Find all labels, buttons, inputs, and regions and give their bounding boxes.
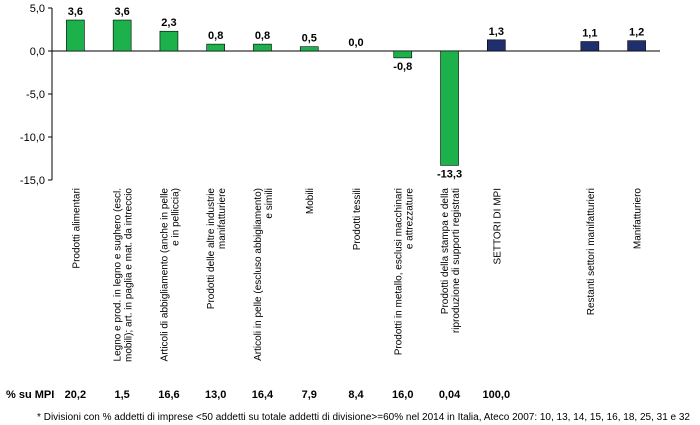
category-label-line: Prodotti delle altre industrie [206, 188, 217, 310]
y-tick-label: -15,0 [20, 175, 45, 187]
bar [112, 19, 132, 52]
data-label: 1,3 [489, 26, 504, 38]
share-row-label: % su MPI [6, 389, 54, 401]
category-label-line: Manifatturiero [633, 188, 644, 250]
y-tick-label: -10,0 [20, 132, 45, 144]
bar [580, 41, 600, 52]
data-label: 2,3 [161, 17, 176, 29]
category-label-line: riproduzione di supporti registrati [451, 188, 462, 333]
share-value: 8,4 [348, 389, 364, 401]
category-label: Articoli in pelle (escluso abbigliamento… [253, 188, 275, 361]
data-label: 0,5 [302, 33, 317, 45]
category-label-line: manifatturiere [217, 188, 228, 250]
bar [206, 43, 225, 52]
y-tick-label: 0,0 [30, 46, 45, 58]
share-value: 16,6 [158, 389, 179, 401]
category-label: Prodotti delle altre industrie manifattur… [206, 188, 228, 310]
category-label-line: Prodotti della stampa e della [440, 188, 451, 315]
bar [393, 50, 413, 59]
category-label-line: Prodotti in metallo, esclusi macchinari [393, 188, 404, 355]
share-value: 16,0 [392, 389, 413, 401]
share-value: 7,9 [302, 389, 317, 401]
bars-layer [66, 19, 646, 166]
category-label: Articoli di abbigliamento (anche in pell… [159, 188, 181, 362]
category-label: SETTORI DI MPI [492, 188, 503, 265]
data-label: 3,6 [68, 6, 83, 18]
category-label-line: SETTORI DI MPI [492, 188, 503, 265]
data-label: 0,8 [255, 30, 270, 42]
category-label-line: mobili); art. in paglia e mat. da intrec… [124, 188, 135, 362]
share-value: 1,5 [115, 389, 130, 401]
bar [66, 19, 85, 52]
share-value: 100,0 [483, 389, 511, 401]
category-label-line: Articoli di abbigliamento (anche in pell… [159, 188, 170, 362]
bar [487, 39, 506, 52]
category-label-line: Mobili [305, 188, 316, 214]
data-label: 0,8 [208, 30, 223, 42]
data-label: 0,0 [348, 37, 363, 49]
bar [299, 46, 319, 52]
y-tick-label: -5,0 [26, 89, 45, 101]
category-label: Prodotti alimentari [71, 188, 82, 269]
share-value: 16,4 [252, 389, 274, 401]
category-label: Prodotti della stampa e della riproduzion… [440, 188, 462, 334]
category-label: Restanti settori manifatturieri [586, 188, 597, 315]
data-label: 1,1 [582, 28, 597, 40]
share-row: 20,2 1,5 16,6 13,0 16,4 7,9 8,4 16,0 0,04 100,0 [65, 389, 510, 401]
category-label: Prodotti in metallo, esclusi macchinari e… [393, 188, 415, 356]
data-label: 1,2 [629, 27, 644, 39]
bar [253, 43, 272, 52]
axes-layer: 5,0 0,0 -5,0 -10,0 -15,0 [20, 3, 660, 187]
category-label-line: Legno e prod. in legno e sughero (escl. [113, 188, 124, 361]
category-label-line: Prodotti tessili [352, 188, 363, 250]
category-label: Prodotti tessili [352, 188, 363, 250]
share-value: 13,0 [205, 389, 226, 401]
category-label-line: Restanti settori manifatturieri [586, 188, 597, 315]
data-label: -13,3 [437, 168, 462, 180]
category-label: Mobili [305, 188, 316, 214]
bar [627, 40, 646, 52]
category-label-line: e attrezzature [404, 188, 415, 250]
category-label: Legno e prod. in legno e sughero (escl. m… [113, 188, 135, 362]
category-label: Manifatturiero [633, 188, 644, 250]
category-label-line: e in pelliccia) [170, 188, 181, 246]
data-label: 3,6 [115, 6, 130, 18]
category-label-line: Prodotti alimentari [71, 188, 82, 269]
category-label-line: e simili [264, 188, 275, 219]
data-label: -0,8 [393, 61, 412, 73]
bar [440, 50, 459, 166]
footnote: * Divisioni con % addetti di imprese <50… [37, 412, 690, 423]
share-value: 0,04 [439, 389, 461, 401]
y-tick-label: 5,0 [30, 3, 45, 15]
category-label-line: Articoli in pelle (escluso abbigliamento… [253, 188, 264, 361]
share-value: 20,2 [65, 389, 86, 401]
bar [159, 30, 179, 52]
labels-layer: 3,6 Prodotti alimentari 3,6 Legno e prod. i… [68, 6, 645, 362]
